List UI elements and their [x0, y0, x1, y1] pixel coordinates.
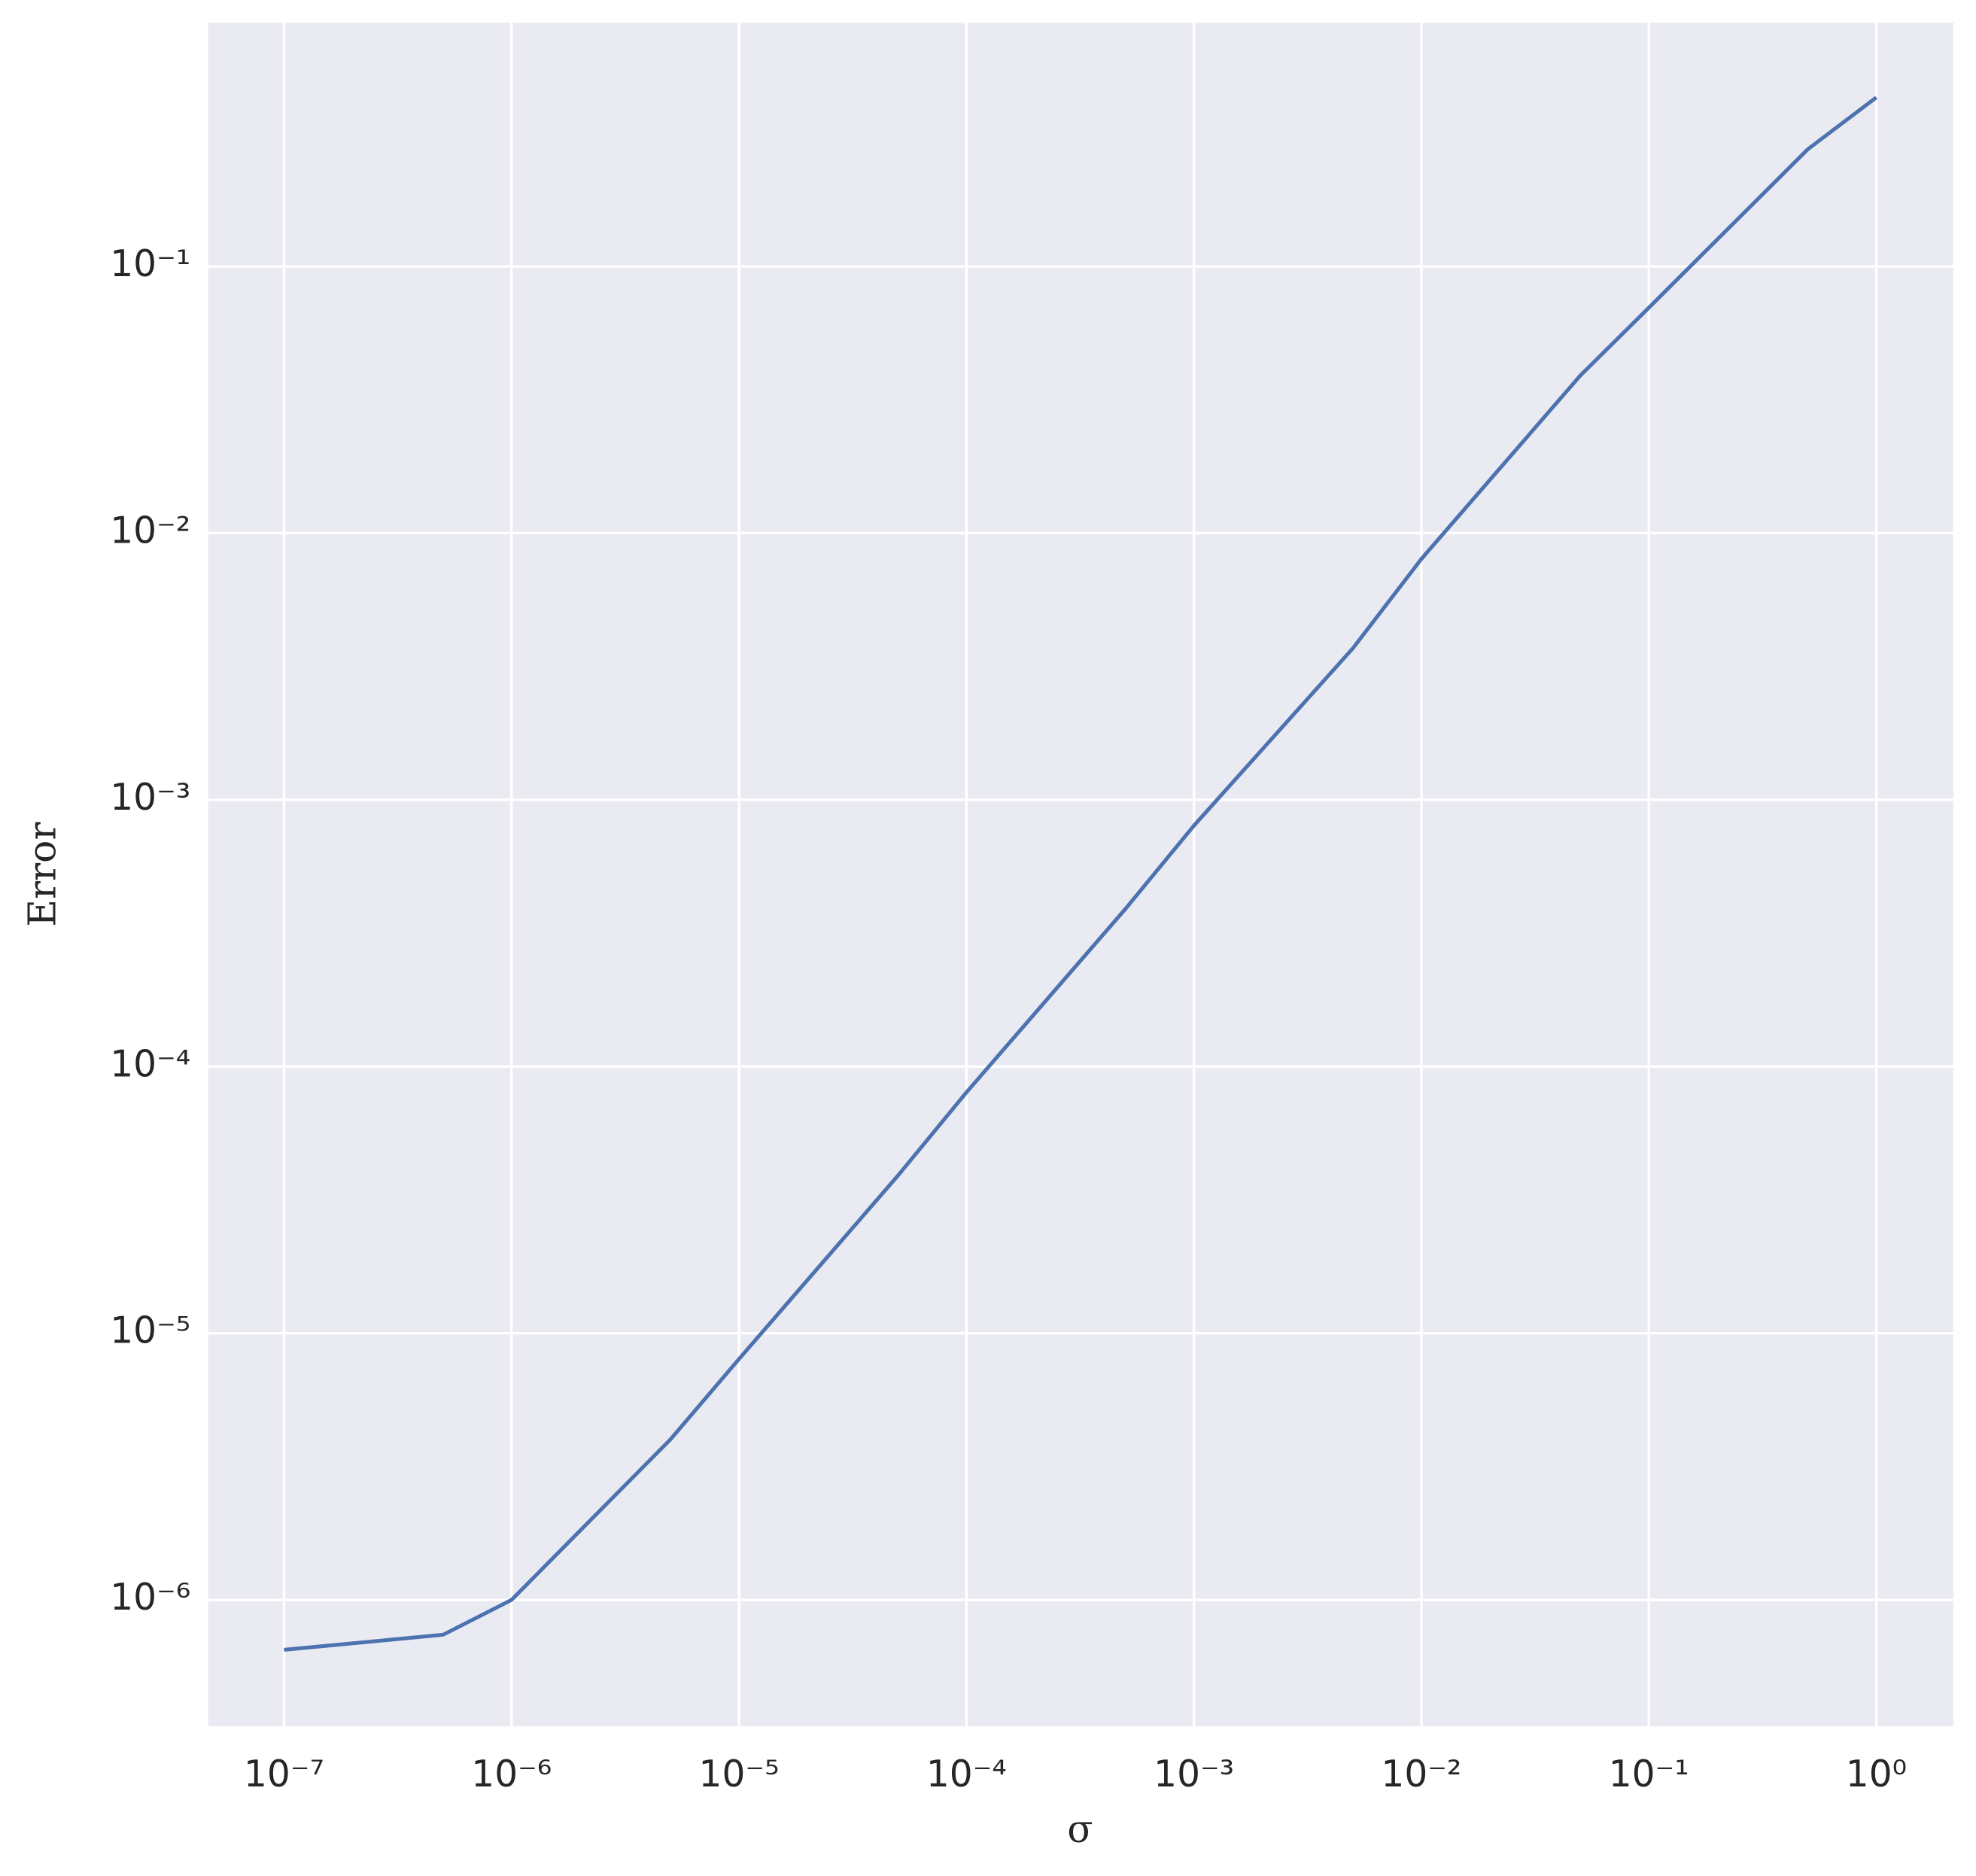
plot-area: [208, 23, 1953, 1726]
x-tick-label: 10⁻²: [1381, 1753, 1461, 1795]
x-tick-label: 10⁻⁴: [926, 1753, 1007, 1795]
y-tick-label: 10⁻¹: [110, 243, 190, 285]
x-tick-label: 10⁰: [1846, 1753, 1907, 1795]
x-tick-label: 10⁻⁷: [244, 1753, 324, 1795]
y-tick-label: 10⁻⁴: [110, 1043, 190, 1085]
x-axis-label: σ: [1067, 1807, 1093, 1851]
x-tick-label: 10⁻⁵: [699, 1753, 780, 1795]
x-tick-label: 10⁻⁶: [471, 1753, 552, 1795]
y-tick-label: 10⁻⁶: [110, 1577, 190, 1619]
y-tick-label: 10⁻²: [110, 509, 190, 552]
data-line: [284, 96, 1878, 1652]
y-tick-label: 10⁻⁵: [110, 1310, 190, 1352]
y-axis-label: Error: [20, 822, 64, 927]
x-tick-label: 10⁻³: [1154, 1753, 1234, 1795]
x-tick-label: 10⁻¹: [1609, 1753, 1689, 1795]
y-tick-label: 10⁻³: [110, 777, 190, 819]
